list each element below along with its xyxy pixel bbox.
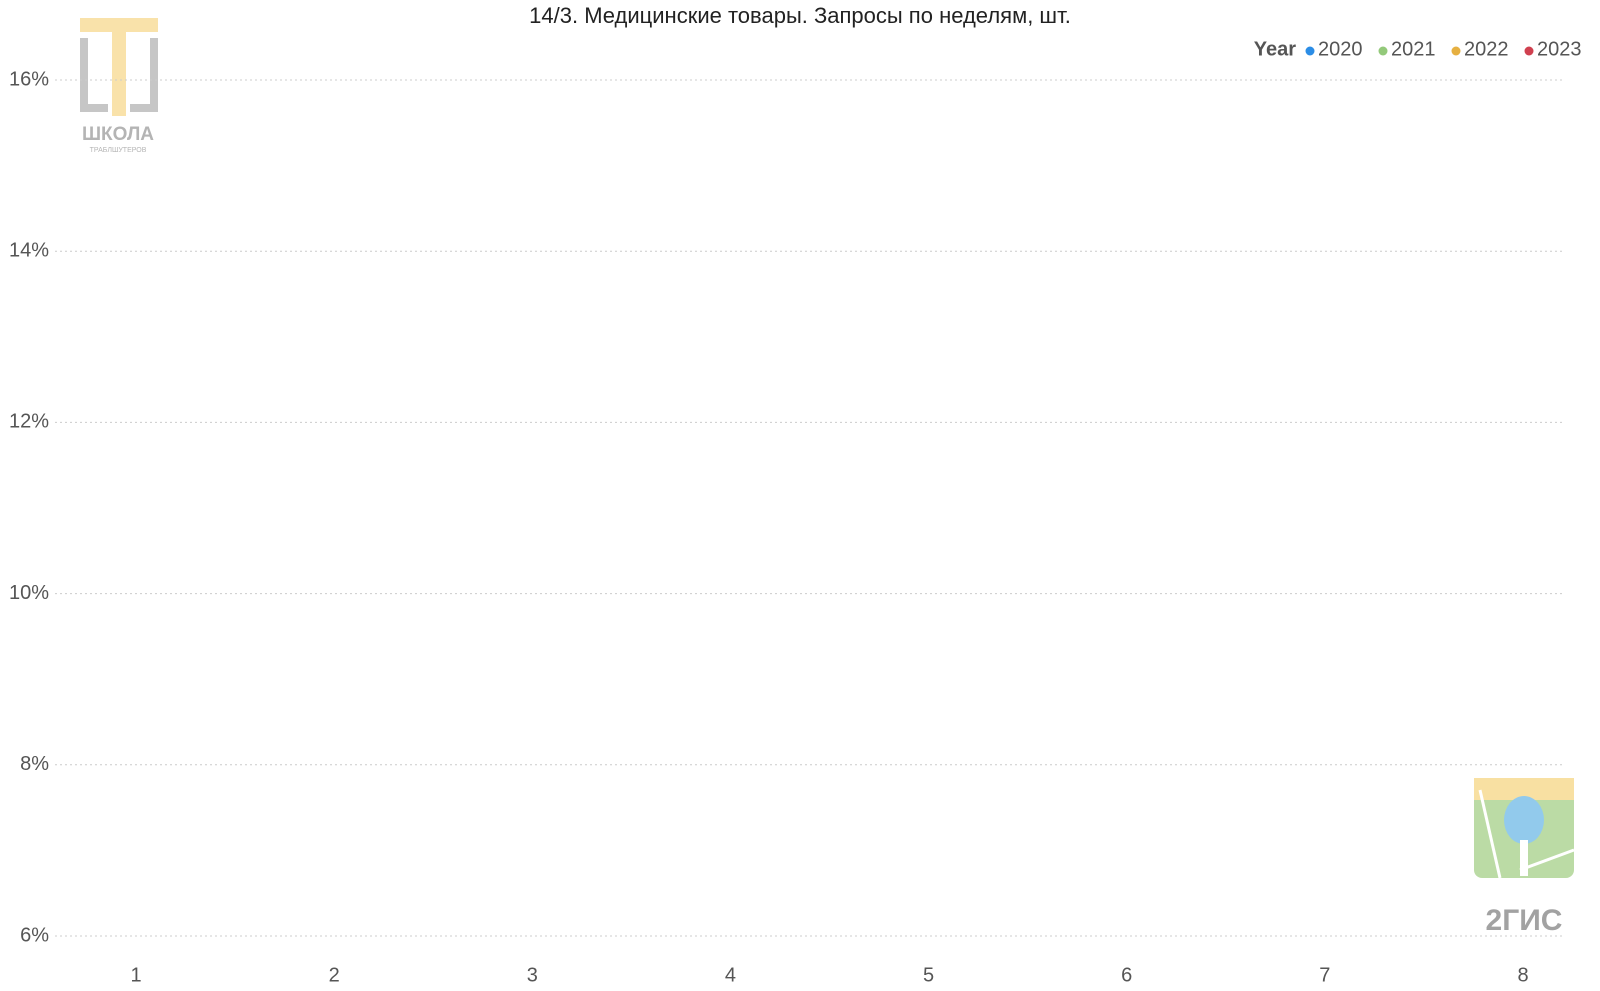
legend-label: 2022 — [1464, 38, 1509, 60]
legend-label: 2021 — [1391, 38, 1436, 60]
legend-marker — [1378, 46, 1388, 56]
y-tick-label: 12% — [9, 411, 49, 433]
x-tick-label: 8 — [1517, 964, 1528, 986]
legend-title: Year — [1254, 38, 1296, 60]
x-tick-label: 1 — [130, 964, 141, 986]
chart-title: 14/3. Медицинские товары. Запросы по нед… — [529, 3, 1071, 28]
x-tick-label: 4 — [725, 964, 736, 986]
x-tick-label: 7 — [1319, 964, 1330, 986]
legend-marker — [1305, 46, 1315, 56]
brand-logo: 2ГИС — [1474, 778, 1575, 937]
logo-subtext: ТРАБЛШУТЕРОВ — [90, 147, 147, 154]
y-tick-label: 10% — [9, 582, 49, 604]
x-tick-label: 2 — [329, 964, 340, 986]
y-tick-label: 6% — [20, 924, 49, 946]
y-tick-label: 16% — [9, 68, 49, 90]
x-tick-label: 6 — [1121, 964, 1132, 986]
legend-label: 2020 — [1318, 38, 1363, 60]
y-tick-label: 8% — [20, 753, 49, 775]
y-tick-label: 14% — [9, 239, 49, 261]
logo-text: ШКОЛА — [82, 124, 154, 145]
legend-marker — [1524, 46, 1534, 56]
logo-text: 2ГИС — [1486, 904, 1563, 937]
x-tick-label: 3 — [527, 964, 538, 986]
legend-label: 2023 — [1537, 38, 1582, 60]
school-logo: ШКОЛА ТРАБЛШУТЕРОВ — [80, 18, 158, 154]
legend-marker — [1451, 46, 1461, 56]
x-tick-label: 5 — [923, 964, 934, 986]
